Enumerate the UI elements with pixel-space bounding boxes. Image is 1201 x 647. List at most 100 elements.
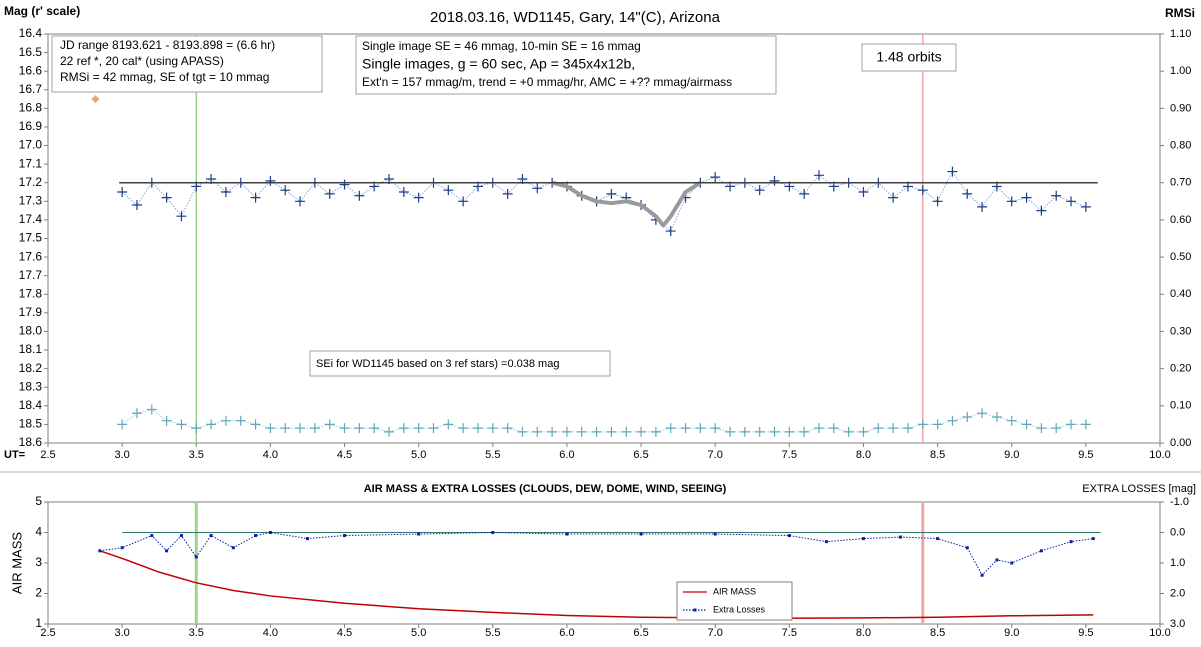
y2-tick-label: 0.40 [1170,288,1191,300]
data-point [1066,419,1077,430]
y2-tick-label: 0.70 [1170,177,1191,189]
y-tick-label: 17.5 [19,231,43,245]
data-point [843,426,854,437]
data-point [354,190,365,201]
data-point [769,175,780,186]
data-point [369,423,380,434]
x-tick-label: 8.5 [930,449,945,461]
legend-label: Extra Losses [713,604,766,614]
data-point [813,423,824,434]
x-tick-label: 5.0 [411,627,426,639]
x-tick-label: 4.0 [263,627,278,639]
annotation: Single images, g = 60 sec, Ap = 345x4x12… [362,56,635,72]
data-point [220,187,231,198]
data-point [176,419,187,430]
data-point [458,423,469,434]
data-point [131,408,142,419]
annotation: Ext'n = 157 mmag/m, trend = +0 mmag/hr, … [362,75,732,89]
data-point [873,423,884,434]
data-point [565,532,569,536]
data-point [339,179,350,190]
y-tick-label: 18.1 [19,342,43,356]
data-point [443,419,454,430]
y-tick-label: 18.0 [19,324,43,338]
legend-label: AIR MASS [713,586,756,596]
x-tick-label: 9.0 [1004,627,1019,639]
data-point [636,426,647,437]
data-point [354,423,365,434]
data-point [639,532,643,536]
data-point [769,426,780,437]
data-point [899,535,903,539]
y-tick-label: 16.8 [19,101,43,115]
data-point [428,423,439,434]
data-point [1021,192,1032,203]
x-tick-label: 4.5 [337,449,352,461]
data-point [621,426,632,437]
x-tick-label: 3.5 [189,627,204,639]
x-tick-label: 2.5 [40,627,55,639]
series-line [99,531,1094,577]
data-point [324,188,335,199]
data-point [1051,423,1062,434]
data-point [606,426,617,437]
data-point [936,537,940,541]
data-point [235,415,246,426]
y2-tick-label: 0.0 [1170,526,1185,538]
data-point [231,546,235,550]
data-point [517,426,528,437]
data-point [813,170,824,181]
y-tick-label: 18.5 [19,417,43,431]
data-point [458,196,469,207]
y-tick-label: 1 [35,616,42,630]
y-tick-label: 16.9 [19,119,43,133]
data-point [962,411,973,422]
y2-tick-label: -1.0 [1170,496,1189,508]
y-tick-label: 2 [35,586,42,600]
data-point [888,423,899,434]
y2-tick-label: 0.20 [1170,363,1191,375]
x-tick-label: 10.0 [1149,449,1170,461]
data-point [280,423,291,434]
data-point [265,175,276,186]
data-point [254,534,258,538]
data-point [220,415,231,426]
data-point [1006,415,1017,426]
data-point [1091,537,1095,541]
data-point [858,426,869,437]
data-point [1036,205,1047,216]
data-point [861,537,865,541]
data-point [995,558,999,562]
data-point [209,534,213,538]
y-tick-label: 18.3 [19,379,43,393]
data-point [324,419,335,430]
data-point [502,188,513,199]
y2-tick-label: 0.90 [1170,102,1191,114]
data-point [710,172,721,183]
data-point [561,426,572,437]
y-tick-label: 16.7 [19,82,43,96]
data-point [339,423,350,434]
data-point [858,187,869,198]
data-point [179,534,183,538]
x-tick-label: 4.5 [337,627,352,639]
data-point [120,546,124,550]
data-point [739,426,750,437]
x-tick-label: 7.5 [782,627,797,639]
data-point [799,426,810,437]
plots: 2.5 3.0 3.5 4.0 4.5 5.0 5.5 6.0 6.5 7.0 7.5 8.0 8.5 9… [19,26,1192,639]
x-tick-label: 6.5 [633,449,648,461]
data-point [194,555,198,559]
data-point [250,192,261,203]
y-axis-label: AIR MASS [9,532,24,594]
data-point [443,185,454,196]
x-tick-label: 9.5 [1078,449,1093,461]
y-tick-label: 17.0 [19,138,43,152]
x-tick-label: 3.0 [114,449,129,461]
y-axis-label: Mag (r' scale) [4,4,80,18]
y2-axis-label: RMSi [1165,6,1195,20]
series-line [551,180,702,228]
data-point [947,415,958,426]
data-point [398,187,409,198]
y-tick-label: 16.4 [19,26,43,40]
